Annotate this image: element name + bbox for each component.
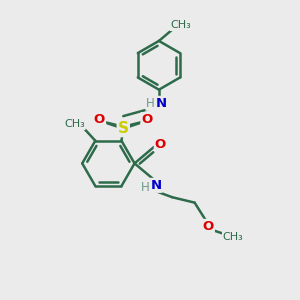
Text: CH₃: CH₃ [64, 119, 85, 129]
Text: H: H [141, 181, 150, 194]
Text: O: O [202, 220, 214, 233]
Text: CH₃: CH₃ [170, 20, 191, 30]
Text: O: O [94, 113, 105, 126]
Text: O: O [155, 138, 166, 151]
Text: N: N [150, 179, 161, 192]
Text: CH₃: CH₃ [223, 232, 244, 242]
Text: S: S [118, 121, 129, 136]
Text: H: H [146, 97, 155, 110]
Text: O: O [141, 113, 153, 126]
Text: N: N [156, 97, 167, 110]
